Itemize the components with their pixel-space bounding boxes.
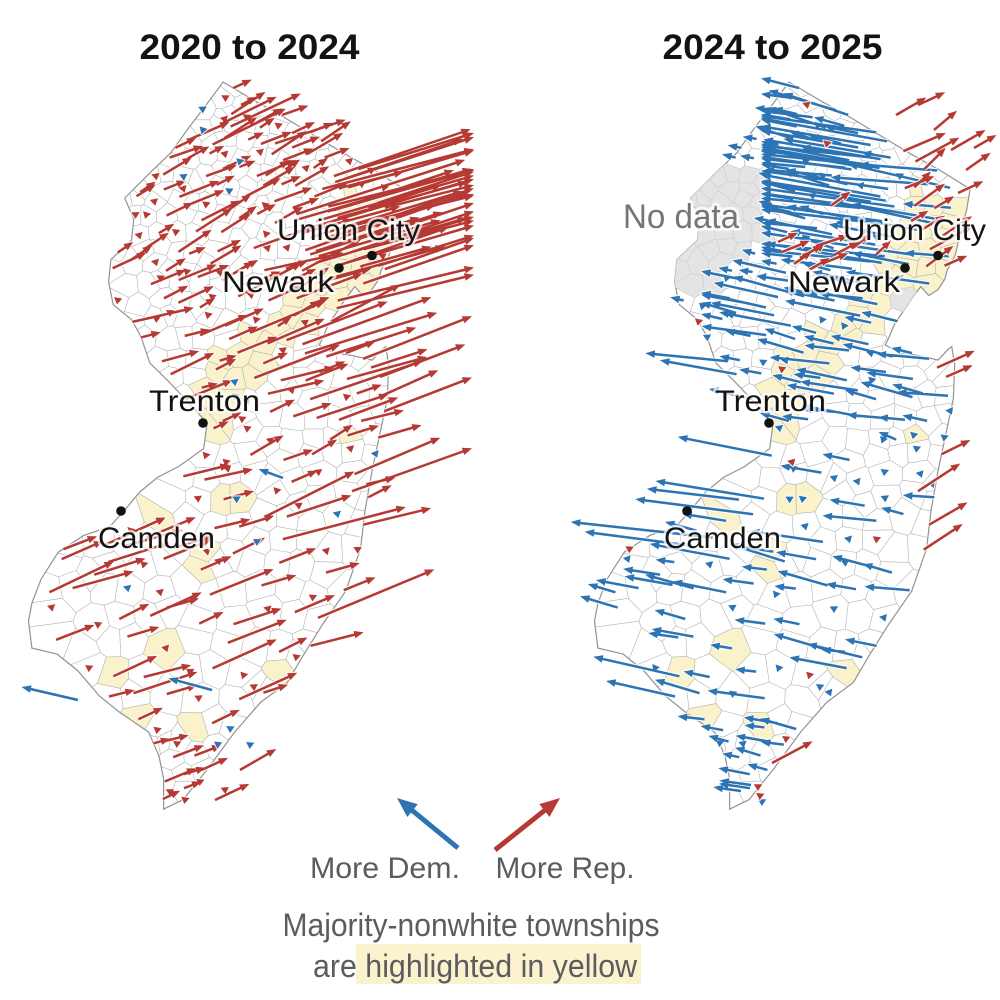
svg-text:More Rep.: More Rep. xyxy=(496,852,635,885)
svg-text:2020 to 2024: 2020 to 2024 xyxy=(140,28,361,67)
svg-text:are highlighted in yellow: are highlighted in yellow xyxy=(313,948,638,984)
svg-text:Trenton: Trenton xyxy=(149,385,260,418)
svg-text:No data: No data xyxy=(623,198,739,236)
svg-text:Majority-nonwhite townships: Majority-nonwhite townships xyxy=(283,907,660,943)
svg-text:Newark: Newark xyxy=(788,266,901,299)
svg-text:2024 to 2025: 2024 to 2025 xyxy=(663,28,883,67)
svg-text:Camden: Camden xyxy=(664,522,781,555)
svg-text:Trenton: Trenton xyxy=(715,385,826,418)
svg-text:Union City: Union City xyxy=(277,214,420,247)
svg-text:Newark: Newark xyxy=(222,266,335,299)
svg-text:More Dem.: More Dem. xyxy=(310,852,460,885)
svg-text:Union City: Union City xyxy=(843,214,986,247)
svg-text:Camden: Camden xyxy=(98,522,215,555)
